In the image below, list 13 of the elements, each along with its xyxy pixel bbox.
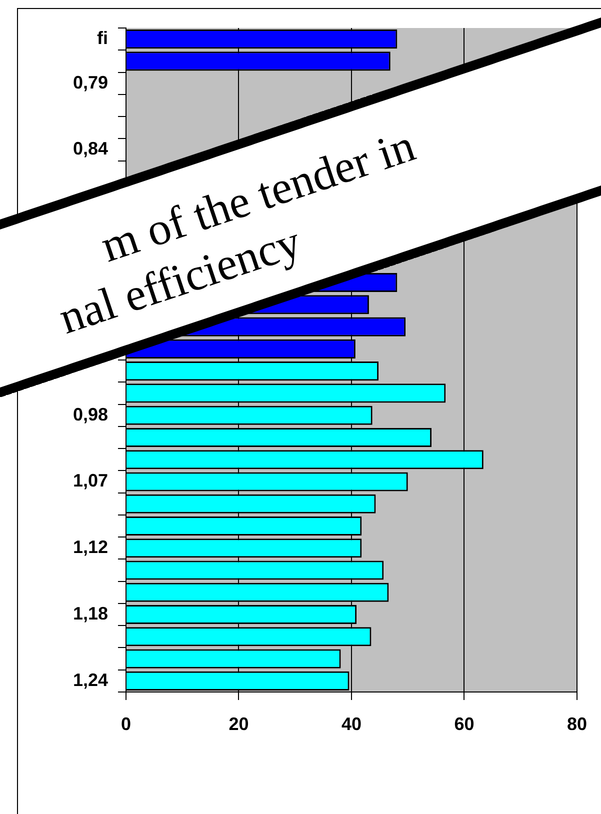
y-tick-label: 0,79 [72,72,108,92]
x-tick-label: 0 [120,714,132,734]
y-tick-label: 1,24 [72,670,108,690]
y-tick-label: 0,98 [72,404,108,424]
y-tick-label: 1,07 [72,470,108,491]
x-tick-label: 20 [228,714,249,734]
x-tick-label: 40 [341,714,362,734]
y-tick-label: 1,18 [72,604,108,624]
x-tick-label: 60 [454,714,474,734]
x-tick-label: 80 [566,714,588,734]
y-tick-label: 1,12 [72,537,108,558]
y-tick-label: 0,84 [72,138,108,159]
y-tick-label: fi [97,28,108,48]
